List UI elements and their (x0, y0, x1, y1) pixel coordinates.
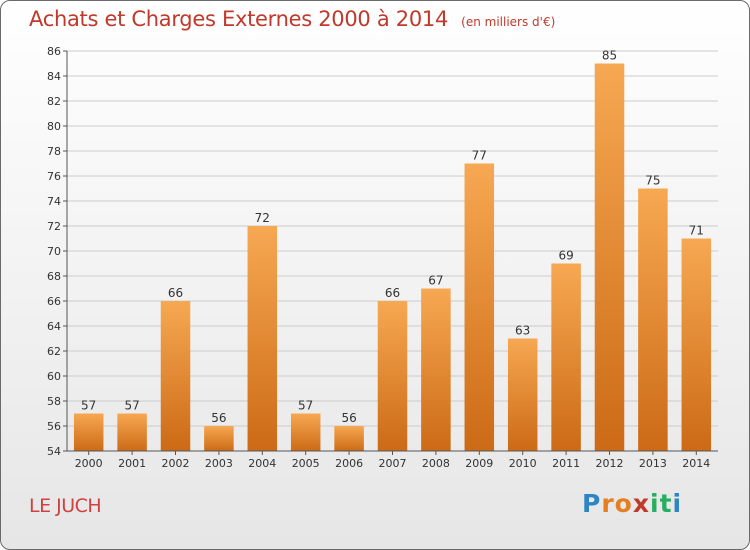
y-tick-label: 64 (47, 320, 61, 333)
y-tick-label: 76 (47, 170, 61, 183)
bar-2014 (681, 238, 712, 451)
bar-2005 (290, 413, 321, 451)
bar-2013 (638, 188, 668, 451)
chart-title-block: Achats et Charges Externes 2000 à 2014 (… (29, 7, 555, 31)
x-tick-label: 2010 (509, 457, 537, 470)
logo-letter: r (601, 489, 615, 518)
bar-2002 (160, 301, 191, 451)
x-tick-label: 2001 (118, 457, 146, 470)
y-tick-label: 66 (47, 295, 61, 308)
x-tick-label: 2003 (205, 457, 233, 470)
x-tick-label: 2006 (335, 457, 363, 470)
bar-value-label: 71 (689, 224, 704, 238)
x-tick-label: 2000 (75, 457, 103, 470)
bar-value-label: 77 (472, 149, 487, 163)
logo-letter: P (582, 489, 602, 518)
logo-letter: i (650, 489, 660, 518)
y-tick-label: 72 (47, 220, 61, 233)
bar-value-label: 66 (168, 286, 183, 300)
chart-title: Achats et Charges Externes 2000 à 2014 (29, 7, 449, 31)
proxiti-logo: Proxiti (582, 489, 682, 518)
x-tick-label: 2009 (465, 457, 493, 470)
bar-value-label: 67 (428, 274, 443, 288)
x-tick-label: 2014 (682, 457, 710, 470)
x-tick-label: 2005 (292, 457, 320, 470)
bar-2000 (73, 413, 104, 451)
y-tick-label: 70 (47, 245, 61, 258)
y-tick-label: 80 (47, 120, 61, 133)
x-tick-label: 2012 (596, 457, 624, 470)
logo-letter: x (632, 489, 650, 518)
chart-subtitle: (en milliers d'€) (461, 15, 556, 29)
y-tick-label: 68 (47, 270, 61, 283)
x-tick-label: 2004 (248, 457, 276, 470)
bar-value-label: 57 (124, 399, 139, 413)
bar-value-label: 57 (298, 399, 313, 413)
y-tick-label: 60 (47, 370, 61, 383)
logo-letter: t (659, 489, 673, 518)
y-tick-label: 82 (47, 95, 61, 108)
y-tick-label: 86 (47, 45, 61, 58)
bar-value-label: 56 (211, 411, 226, 425)
x-tick-label: 2008 (422, 457, 450, 470)
y-tick-label: 58 (47, 395, 61, 408)
y-tick-label: 74 (47, 195, 61, 208)
bar-2012 (594, 63, 625, 451)
y-tick-label: 78 (47, 145, 61, 158)
bar-2003 (204, 426, 234, 451)
place-name: LE JUCH (29, 495, 102, 517)
x-tick-label: 2002 (162, 457, 190, 470)
bar-value-label: 56 (341, 411, 356, 425)
logo-letter: o (614, 489, 633, 518)
bar-value-label: 63 (515, 324, 530, 338)
bar-2004 (247, 226, 278, 451)
bar-2009 (464, 163, 495, 451)
bar-2011 (551, 263, 581, 451)
bar-2007 (377, 301, 408, 451)
y-tick-label: 54 (47, 445, 61, 458)
x-tick-label: 2013 (639, 457, 667, 470)
bar-value-label: 66 (385, 286, 400, 300)
bar-2008 (421, 288, 451, 451)
y-tick-label: 56 (47, 420, 61, 433)
logo-letter: i (672, 489, 683, 518)
bar-2010 (507, 338, 538, 451)
bar-value-label: 69 (558, 249, 573, 263)
bar-value-label: 57 (81, 399, 96, 413)
bar-value-label: 72 (255, 211, 270, 225)
x-tick-label: 2011 (552, 457, 580, 470)
y-tick-label: 62 (47, 345, 61, 358)
bar-2001 (117, 413, 147, 451)
y-tick-label: 84 (47, 70, 61, 83)
x-tick-label: 2007 (379, 457, 407, 470)
bar-value-label: 85 (602, 49, 617, 63)
bar-2006 (334, 426, 364, 451)
bar-value-label: 75 (645, 174, 660, 188)
